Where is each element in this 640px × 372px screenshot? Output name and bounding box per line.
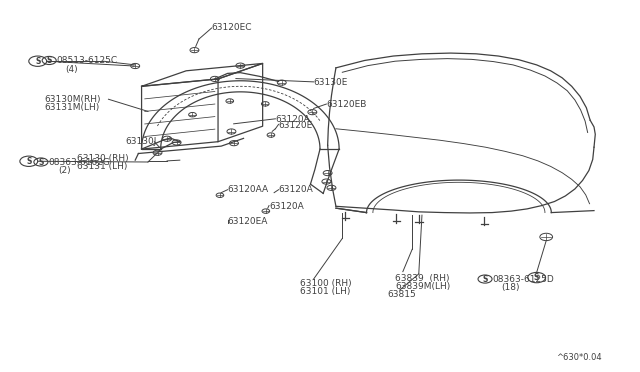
Text: S: S — [483, 275, 488, 283]
Text: S: S — [534, 273, 540, 282]
Text: 63130E: 63130E — [314, 78, 348, 87]
Text: (18): (18) — [502, 283, 520, 292]
Text: 63130 (RH): 63130 (RH) — [77, 154, 128, 163]
Text: 63815: 63815 — [387, 291, 415, 299]
Text: 08513-6125C: 08513-6125C — [56, 56, 117, 65]
Text: 63120EA: 63120EA — [228, 217, 268, 225]
Text: 63130M(RH): 63130M(RH) — [45, 95, 101, 104]
Text: 63839  (RH): 63839 (RH) — [395, 274, 450, 283]
Text: 63131 (LH): 63131 (LH) — [77, 162, 127, 171]
Text: 08363-6162G: 08363-6162G — [48, 157, 110, 167]
Text: 63120A: 63120A — [275, 115, 310, 124]
Text: 63120E: 63120E — [278, 121, 313, 129]
Text: S: S — [47, 56, 52, 65]
Text: S: S — [38, 157, 44, 167]
Text: ^630*0.04: ^630*0.04 — [556, 353, 602, 362]
Text: (4): (4) — [65, 65, 77, 74]
Text: 63839M(LH): 63839M(LH) — [395, 282, 451, 291]
Text: 63101 (LH): 63101 (LH) — [300, 288, 350, 296]
Text: 63120A: 63120A — [278, 185, 314, 194]
Text: 63120A: 63120A — [269, 202, 304, 211]
Text: 63120EC: 63120EC — [212, 23, 252, 32]
Text: 63120AA: 63120AA — [228, 185, 269, 194]
Text: (2): (2) — [59, 166, 72, 175]
Text: 08363-6125D: 08363-6125D — [492, 275, 554, 283]
Text: 63120EB: 63120EB — [326, 100, 367, 109]
Text: 63131M(LH): 63131M(LH) — [45, 103, 100, 112]
Text: 63100 (RH): 63100 (RH) — [300, 279, 351, 288]
Text: S: S — [35, 57, 40, 66]
Text: 63130J: 63130J — [125, 137, 157, 146]
Text: S: S — [26, 157, 31, 166]
